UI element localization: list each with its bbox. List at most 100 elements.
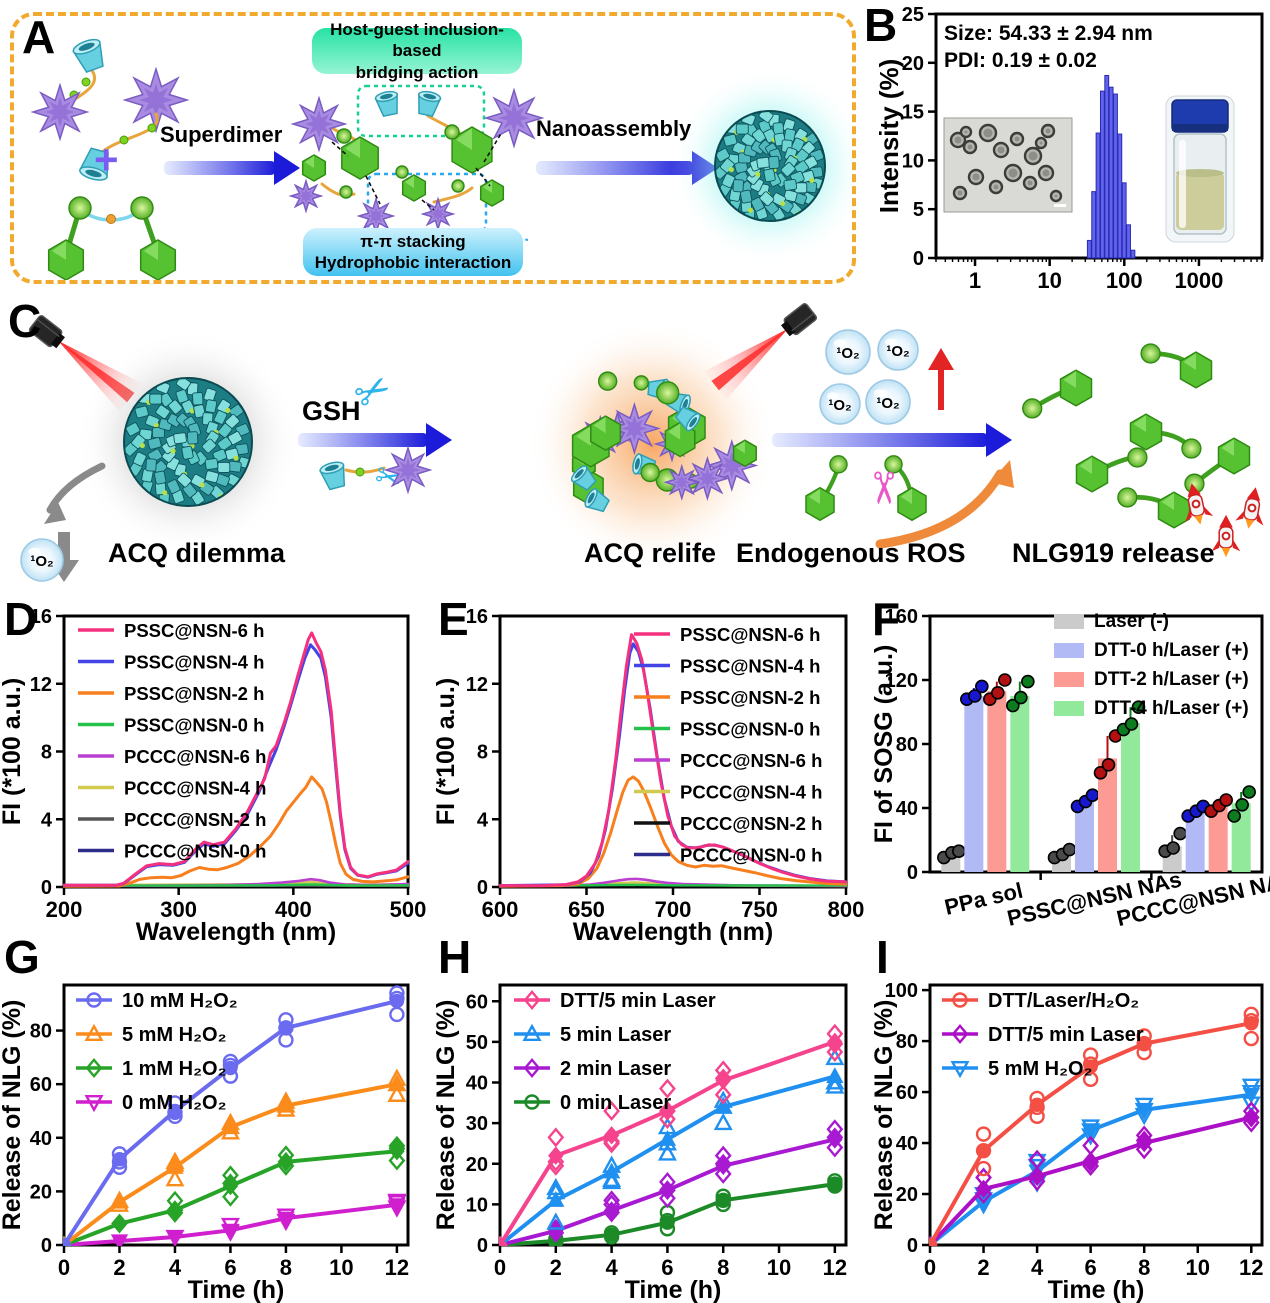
bar — [1121, 723, 1140, 872]
texture-unit — [751, 128, 767, 144]
cyclodextrin-cup — [418, 90, 442, 118]
tem-particle-core — [1027, 180, 1033, 186]
histogram-bar — [1113, 93, 1118, 259]
relife-cluster — [570, 371, 759, 513]
line-vertex — [715, 1071, 731, 1090]
y-tick-label: 4 — [41, 809, 53, 831]
y-axis-title: FI (*100 a.u.) — [434, 678, 460, 825]
texture-unit — [147, 437, 162, 450]
laser-ridge — [791, 313, 815, 332]
process-arrow-shaft — [164, 161, 276, 175]
line-vertex — [389, 993, 405, 1009]
green-sphere — [444, 124, 460, 140]
green-sphere — [1181, 438, 1202, 459]
texture-unit — [794, 160, 809, 175]
scatter-point — [1241, 1078, 1261, 1096]
texture-unit — [228, 460, 242, 473]
series-line — [63, 631, 409, 887]
rocket-fin-right — [1256, 512, 1264, 526]
legend-swatch — [1054, 643, 1084, 658]
y-tick-label: 80 — [30, 1021, 52, 1043]
green-sphere — [884, 455, 903, 474]
y-tick-label: 12 — [466, 674, 488, 696]
line-vertex — [603, 1201, 620, 1220]
y-tick-label: 10 — [902, 150, 924, 172]
texture-unit — [149, 393, 163, 405]
plot-area — [63, 631, 409, 888]
histogram-bar — [1095, 132, 1101, 259]
line-vertex — [167, 1103, 183, 1119]
texture-unit — [193, 404, 206, 419]
y-tick-label: 16 — [30, 606, 52, 628]
scatter-point — [826, 1042, 844, 1063]
pipi-line2: Hydrophobic interaction — [314, 253, 512, 272]
texture-dot — [170, 448, 176, 454]
scatter-point — [387, 1084, 407, 1102]
tem-particle-core — [954, 136, 962, 144]
y-axis-title: FI of SOSG (a.u.) — [872, 645, 898, 844]
y-tick-label: 60 — [466, 991, 488, 1013]
legend-marker — [86, 992, 102, 1008]
x-tick-label: 500 — [390, 897, 427, 922]
nanoassembly-label: Nanoassembly — [536, 116, 692, 141]
polyhedron-facet — [304, 155, 314, 168]
green-sphere — [655, 381, 680, 405]
tem-particle-core — [972, 173, 980, 181]
texture-unit — [715, 148, 731, 163]
legend-item-label: DTT/Laser/H₂O₂ — [988, 990, 1139, 1012]
pillararene-star-core — [498, 102, 530, 134]
x-tick-label: 0 — [924, 1255, 936, 1280]
texture-unit — [204, 470, 219, 484]
legend-item-label: DTT-2 h/Laser (+) — [1094, 669, 1249, 690]
green-sphere — [1022, 398, 1043, 419]
scatter-point — [713, 1112, 733, 1131]
scatter-point — [659, 1078, 676, 1099]
scissors-icon: ✂ — [858, 470, 907, 507]
plot-area — [499, 1023, 845, 1246]
tem-particle-core — [967, 144, 973, 150]
y-tick-label: 20 — [902, 53, 924, 75]
histogram-bar — [1126, 224, 1131, 259]
replicate-dot — [1101, 758, 1116, 772]
polyhedron-facet — [1161, 493, 1174, 510]
polyhedron-facet — [593, 416, 606, 434]
nanoassembly-texture — [124, 378, 252, 506]
cup-cavity — [423, 93, 437, 100]
texture-unit — [186, 431, 199, 445]
texture-unit — [168, 399, 183, 415]
series-line — [499, 1137, 837, 1246]
laser-beam-core — [711, 328, 788, 391]
texture-unit — [175, 378, 191, 391]
texture-dot — [225, 407, 231, 414]
cup-cavity — [574, 469, 584, 479]
panel-label-b: B — [864, 0, 898, 51]
nlg919-release-label: NLG919 release — [1012, 538, 1215, 568]
x-tick-label: 2 — [977, 1255, 989, 1280]
legend: Laser (-) DTT-0 h/Laser (+) DTT-2 h/Laser … — [1054, 611, 1249, 719]
rocket-flame — [1221, 547, 1231, 558]
line-vertex — [221, 1223, 240, 1240]
y-tick-label: 80 — [896, 1031, 918, 1053]
y-axis-title: Release of NLG (%) — [0, 1000, 26, 1231]
x-tick-label: 2 — [550, 1255, 562, 1280]
legend-marker — [523, 990, 541, 1010]
histogram-bar — [1108, 86, 1114, 259]
nanoassembly-outline — [123, 377, 253, 507]
bar — [1185, 811, 1205, 872]
line-vertex — [499, 1235, 508, 1246]
rocket-fin-right — [1232, 539, 1241, 552]
line-vertex — [1136, 1036, 1152, 1051]
line-vertex — [1135, 1103, 1153, 1120]
pipi-line1: π-π stacking — [360, 231, 466, 251]
line-vertex — [827, 1032, 843, 1052]
x-tick-label: 10 — [329, 1255, 353, 1280]
laser-tip — [50, 332, 65, 349]
scatter-point — [389, 1006, 405, 1023]
x-tick-label: 0 — [494, 1255, 506, 1280]
rocket-fin-left — [1211, 539, 1220, 552]
line-vertex — [1242, 1088, 1260, 1104]
orange-arrow-head — [990, 460, 1014, 488]
process-arrow-shaft — [772, 433, 988, 447]
line-vertex — [167, 1200, 183, 1220]
texture-unit — [217, 436, 233, 452]
